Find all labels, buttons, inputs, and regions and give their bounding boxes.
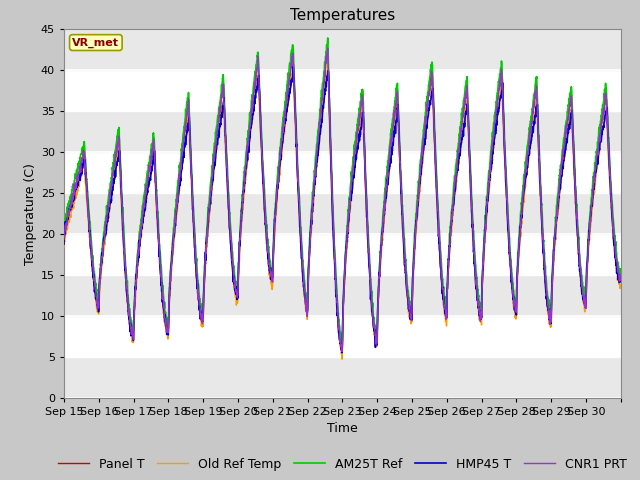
Old Ref Temp: [324, 60, 332, 66]
AM25T Ref: [324, 35, 332, 41]
Bar: [64, 357, 621, 398]
AM25T Ref: [376, 248, 384, 254]
HMP45 T: [60, 241, 68, 247]
CNR1 PRT: [236, 235, 244, 241]
HMP45 T: [511, 307, 518, 312]
Old Ref Temp: [116, 162, 124, 168]
HMP45 T: [236, 243, 244, 249]
CNR1 PRT: [324, 45, 332, 51]
CNR1 PRT: [338, 348, 346, 354]
Panel T: [236, 240, 244, 245]
Legend: Panel T, Old Ref Temp, AM25T Ref, HMP45 T, CNR1 PRT: Panel T, Old Ref Temp, AM25T Ref, HMP45 …: [52, 453, 632, 476]
HMP45 T: [542, 288, 550, 294]
Old Ref Temp: [236, 250, 244, 256]
Line: HMP45 T: HMP45 T: [64, 66, 621, 353]
Panel T: [60, 239, 68, 244]
X-axis label: Time: Time: [327, 421, 358, 434]
CNR1 PRT: [511, 297, 518, 303]
Panel T: [542, 279, 550, 285]
CNR1 PRT: [542, 276, 550, 282]
AM25T Ref: [617, 266, 625, 272]
HMP45 T: [289, 63, 297, 69]
Old Ref Temp: [617, 283, 625, 288]
AM25T Ref: [60, 230, 68, 236]
HMP45 T: [116, 148, 124, 154]
Y-axis label: Temperature (C): Temperature (C): [24, 163, 36, 264]
Old Ref Temp: [609, 236, 617, 242]
Panel T: [116, 150, 124, 156]
CNR1 PRT: [60, 236, 68, 242]
Text: VR_met: VR_met: [72, 37, 119, 48]
Panel T: [324, 47, 332, 52]
AM25T Ref: [542, 273, 550, 278]
HMP45 T: [617, 274, 625, 279]
Line: CNR1 PRT: CNR1 PRT: [64, 48, 621, 351]
Old Ref Temp: [376, 266, 384, 272]
Line: Old Ref Temp: Old Ref Temp: [64, 63, 621, 359]
Panel T: [511, 305, 518, 311]
AM25T Ref: [116, 137, 124, 143]
Bar: [64, 152, 621, 193]
Bar: [64, 234, 621, 275]
HMP45 T: [609, 231, 617, 237]
CNR1 PRT: [376, 257, 384, 263]
Line: AM25T Ref: AM25T Ref: [64, 38, 621, 343]
Bar: [64, 275, 621, 316]
CNR1 PRT: [609, 226, 617, 232]
HMP45 T: [376, 262, 384, 267]
AM25T Ref: [511, 295, 518, 300]
Line: Panel T: Panel T: [64, 49, 621, 353]
Panel T: [339, 350, 346, 356]
Panel T: [617, 276, 625, 282]
AM25T Ref: [338, 340, 346, 346]
Old Ref Temp: [542, 288, 550, 293]
Old Ref Temp: [338, 356, 346, 362]
Old Ref Temp: [60, 244, 68, 250]
Bar: [64, 29, 621, 70]
Bar: [64, 70, 621, 111]
AM25T Ref: [609, 216, 617, 222]
HMP45 T: [338, 350, 346, 356]
AM25T Ref: [236, 233, 244, 239]
Old Ref Temp: [511, 308, 518, 314]
CNR1 PRT: [116, 151, 124, 157]
Bar: [64, 193, 621, 234]
Title: Temperatures: Temperatures: [290, 9, 395, 24]
Bar: [64, 111, 621, 152]
Panel T: [609, 226, 617, 232]
Panel T: [376, 256, 384, 262]
CNR1 PRT: [617, 277, 625, 283]
Bar: [64, 316, 621, 357]
